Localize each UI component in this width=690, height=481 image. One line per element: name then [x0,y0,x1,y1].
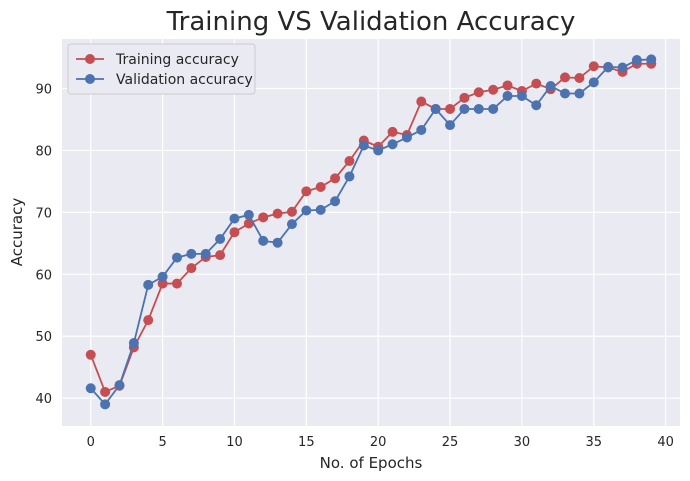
training-accuracy-point [473,87,484,98]
x-tick-label: 25 [442,435,459,450]
y-tick-label: 70 [35,206,52,221]
legend-box [67,43,256,95]
validation-accuracy-point [401,132,412,143]
x-tick-label: 10 [226,435,243,450]
plot-background [62,39,680,426]
y-axis-label: Accuracy [8,198,26,267]
training-accuracy-point [560,72,571,83]
legend: Training accuracy Validation accuracy [67,43,256,95]
training-accuracy-point [502,80,513,91]
y-tick-label: 60 [35,268,52,283]
validation-accuracy-point [286,219,297,230]
y-tick-label: 90 [35,83,52,98]
validation-accuracy-point [229,213,240,224]
legend-marker-training [85,54,95,64]
validation-accuracy-point [301,205,312,216]
training-accuracy-point [85,349,96,360]
validation-accuracy-point [186,248,197,259]
x-tick-label: 35 [585,435,602,450]
validation-accuracy-point [358,140,369,151]
training-accuracy-point [344,155,355,166]
validation-accuracy-point [157,271,168,282]
training-accuracy-point [100,386,111,397]
validation-accuracy-point [416,125,427,136]
validation-accuracy-point [143,279,154,290]
x-tick-label: 20 [370,435,387,450]
chart-title: Training VS Validation Accuracy [166,7,576,37]
training-accuracy-point [531,78,542,89]
validation-accuracy-point [430,103,441,114]
legend-marker-validation [85,74,95,84]
validation-accuracy-point [445,120,456,131]
x-tick-labels: 0 5 10 15 20 25 30 35 40 [87,435,674,450]
validation-accuracy-point [588,77,599,88]
training-accuracy-point [186,263,197,274]
validation-accuracy-point [617,62,628,73]
validation-accuracy-point [200,248,211,259]
training-accuracy-point [315,181,326,192]
validation-accuracy-point [516,90,527,101]
legend-label-training: Training accuracy [115,52,239,68]
validation-accuracy-point [531,100,542,111]
training-accuracy-point [229,227,240,238]
training-accuracy-point [445,103,456,114]
x-tick-label: 15 [298,435,315,450]
validation-accuracy-point [373,145,384,156]
validation-accuracy-point [114,380,125,391]
validation-accuracy-point [502,90,513,101]
validation-accuracy-point [387,139,398,150]
training-accuracy-point [301,186,312,197]
series-layer [85,54,657,410]
training-accuracy-point [416,96,427,107]
validation-accuracy-point [459,103,470,114]
x-tick-label: 5 [158,435,166,450]
validation-accuracy-point [473,103,484,114]
training-accuracy-point [258,212,269,223]
validation-accuracy-point [646,54,657,65]
validation-accuracy-point [258,235,269,246]
training-accuracy-point [574,73,585,84]
x-axis-label: No. of Epochs [320,454,423,472]
x-tick-label: 30 [514,435,531,450]
training-accuracy-point [387,126,398,137]
training-accuracy-point [143,315,154,326]
training-accuracy-point [488,84,499,95]
validation-accuracy-point [545,81,556,92]
validation-accuracy-point [330,196,341,207]
validation-accuracy-point [85,383,96,394]
validation-accuracy-point [272,237,283,248]
validation-accuracy-point [215,234,226,245]
legend-label-validation: Validation accuracy [116,72,253,88]
validation-accuracy-point [560,88,571,99]
x-tick-label: 0 [87,435,95,450]
validation-accuracy-point [171,252,182,263]
validation-accuracy-point [128,338,139,349]
y-tick-labels: 40 50 60 70 80 90 [35,83,52,408]
training-accuracy-line [89,62,652,394]
training-accuracy-point [171,278,182,289]
validation-accuracy-point [574,88,585,99]
y-tick-label: 50 [35,330,52,345]
y-tick-label: 80 [35,144,52,159]
training-accuracy-point [286,206,297,217]
validation-accuracy-point [603,61,614,72]
validation-accuracy-point [488,103,499,114]
validation-accuracy-line [90,58,652,406]
validation-accuracy-point [100,399,111,410]
validation-accuracy-point [243,209,254,220]
training-accuracy-point [330,173,341,184]
training-accuracy-point [215,250,226,261]
training-accuracy-point [588,61,599,72]
training-accuracy-point [459,92,470,103]
validation-accuracy-point [315,204,326,215]
training-accuracy-point [272,208,283,219]
validation-accuracy-point [631,55,642,66]
y-tick-label: 40 [35,392,52,407]
validation-accuracy-point [344,171,355,182]
x-tick-label: 40 [657,435,674,450]
